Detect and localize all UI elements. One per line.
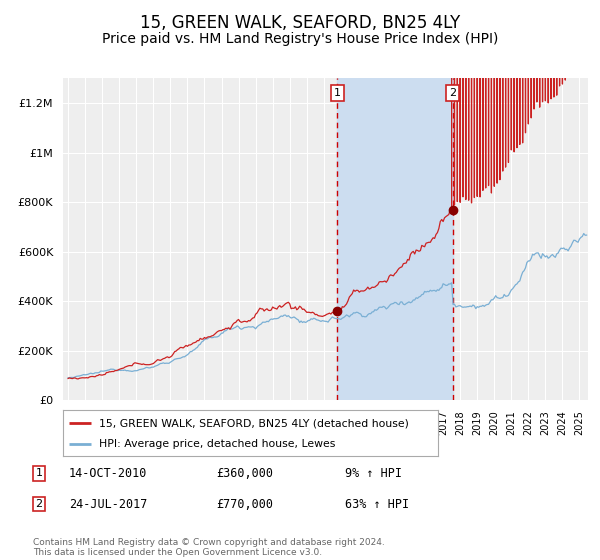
Text: 2: 2 xyxy=(35,499,43,509)
Text: 15, GREEN WALK, SEAFORD, BN25 4LY (detached house): 15, GREEN WALK, SEAFORD, BN25 4LY (detac… xyxy=(98,418,409,428)
Text: 63% ↑ HPI: 63% ↑ HPI xyxy=(345,497,409,511)
Text: 15, GREEN WALK, SEAFORD, BN25 4LY: 15, GREEN WALK, SEAFORD, BN25 4LY xyxy=(140,14,460,32)
Bar xyxy=(337,78,452,400)
Text: Price paid vs. HM Land Registry's House Price Index (HPI): Price paid vs. HM Land Registry's House … xyxy=(102,32,498,46)
Text: 2: 2 xyxy=(449,88,456,98)
Text: £360,000: £360,000 xyxy=(216,466,273,480)
Text: 1: 1 xyxy=(35,468,43,478)
Text: 9% ↑ HPI: 9% ↑ HPI xyxy=(345,466,402,480)
Text: £770,000: £770,000 xyxy=(216,497,273,511)
Text: 24-JUL-2017: 24-JUL-2017 xyxy=(69,497,148,511)
Text: 1: 1 xyxy=(334,88,341,98)
Text: Contains HM Land Registry data © Crown copyright and database right 2024.
This d: Contains HM Land Registry data © Crown c… xyxy=(33,538,385,557)
Text: 14-OCT-2010: 14-OCT-2010 xyxy=(69,466,148,480)
Text: HPI: Average price, detached house, Lewes: HPI: Average price, detached house, Lewe… xyxy=(98,440,335,450)
